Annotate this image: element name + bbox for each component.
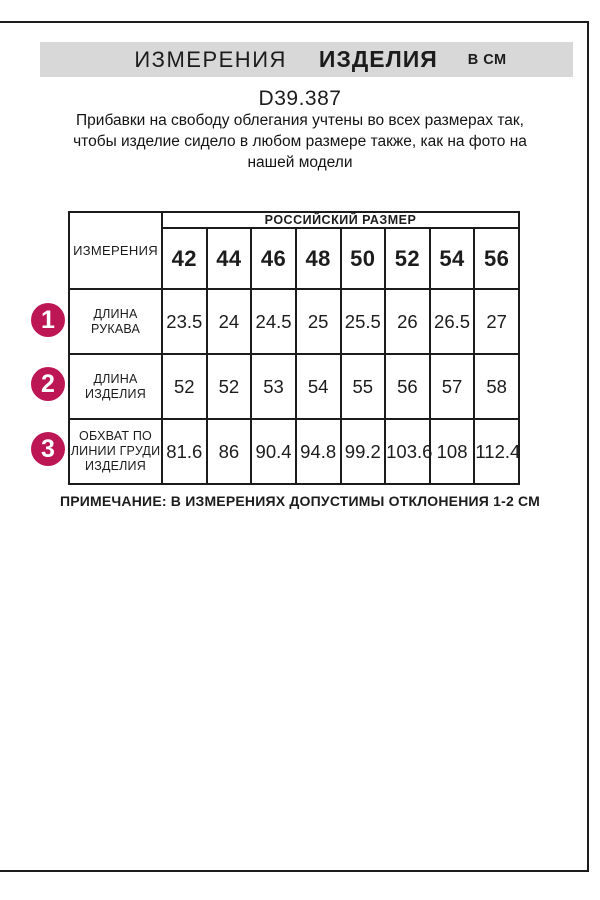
measurement-value: 57 — [428, 353, 476, 420]
measurement-value: 52 — [161, 353, 208, 420]
row-number-badge-1: 1 — [31, 303, 65, 337]
measurement-value: 103.6 — [384, 418, 432, 485]
product-code: D39.387 — [258, 87, 342, 110]
note-text: ПРИМЕЧАНИЕ: В ИЗМЕРЕНИЯХ ДОПУСТИМЫ ОТКЛО… — [59, 493, 541, 509]
size-column-header: 48 — [294, 227, 342, 290]
measurement-value: 99.2 — [339, 418, 387, 485]
measurement-value: 26.5 — [428, 288, 476, 355]
measurements-column-header: ИЗМЕРЕНИЯ — [68, 211, 163, 290]
measurement-value: 25.5 — [339, 288, 387, 355]
size-header-row: 42 44 46 48 50 52 54 56 — [69, 227, 520, 290]
measurement-value: 58 — [473, 353, 520, 420]
measurement-row: ДЛИНА РУКАВА 23.5 24 24.5 25 25.5 26 26.5 27 — [68, 288, 520, 355]
size-group-header-row: ИЗМЕРЕНИЯ РОССИЙСКИЙ РАЗМЕР — [68, 211, 520, 290]
frame-border-top — [0, 21, 589, 23]
product-description: Прибавки на свободу облегания учтены во … — [73, 112, 527, 171]
measurement-value: 24 — [205, 288, 253, 355]
measurement-value: 86 — [205, 418, 253, 485]
title-product: ИЗДЕЛИЯ — [318, 46, 438, 72]
measurement-value: 54 — [294, 353, 342, 420]
measurement-value: 90.4 — [250, 418, 297, 485]
measurement-row: ДЛИНА ИЗДЕЛИЯ 52 52 53 54 55 56 57 58 — [68, 353, 520, 420]
title-units: В СМ — [467, 51, 507, 68]
measurement-value: 24.5 — [250, 288, 297, 355]
measurement-row: ОБХВАТ ПО ЛИНИИ ГРУДИ ИЗДЕЛИЯ 81.6 86 90.4 9… — [68, 418, 520, 485]
measurement-label: ДЛИНА РУКАВА — [68, 288, 163, 355]
measurement-value: 26 — [384, 288, 431, 355]
measurement-value: 56 — [384, 353, 431, 420]
size-table: ИЗМЕРЕНИЯ РОССИЙСКИЙ РАЗМЕР 42 44 46 48 50 52… — [68, 211, 520, 485]
measurement-value: 112.4 — [473, 418, 520, 485]
size-column-header: 52 — [384, 227, 431, 290]
measurement-value: 81.6 — [161, 418, 208, 485]
size-column-header: 44 — [205, 227, 253, 290]
measurement-label: ДЛИНА ИЗДЕЛИЯ — [68, 353, 163, 420]
row-number-badge-2: 2 — [31, 367, 65, 401]
measurement-value: 108 — [428, 418, 476, 485]
size-column-header: 54 — [428, 227, 476, 290]
russian-size-group-header: РОССИЙСКИЙ РАЗМЕР — [161, 211, 520, 229]
measurement-value: 23.5 — [161, 288, 208, 355]
row-number-badge-3: 3 — [31, 432, 65, 466]
measurement-value: 55 — [339, 353, 387, 420]
frame-border-bottom — [0, 870, 589, 872]
measurement-value: 25 — [294, 288, 342, 355]
title-measurements: ИЗМЕРЕНИЯ — [134, 46, 287, 72]
measurement-value: 52 — [205, 353, 253, 420]
measurement-label: ОБХВАТ ПО ЛИНИИ ГРУДИ ИЗДЕЛИЯ — [68, 418, 163, 485]
size-column-header: 42 — [161, 227, 208, 290]
size-column-header: 46 — [250, 227, 297, 290]
title-bar: ИЗМЕРЕНИЯ ИЗДЕЛИЯ В СМ — [40, 42, 573, 77]
measurement-value: 94.8 — [294, 418, 342, 485]
frame-border-right — [587, 21, 589, 872]
size-column-header: 56 — [473, 227, 520, 290]
size-column-header: 50 — [339, 227, 387, 290]
measurement-value: 27 — [473, 288, 520, 355]
measurement-value: 53 — [250, 353, 297, 420]
